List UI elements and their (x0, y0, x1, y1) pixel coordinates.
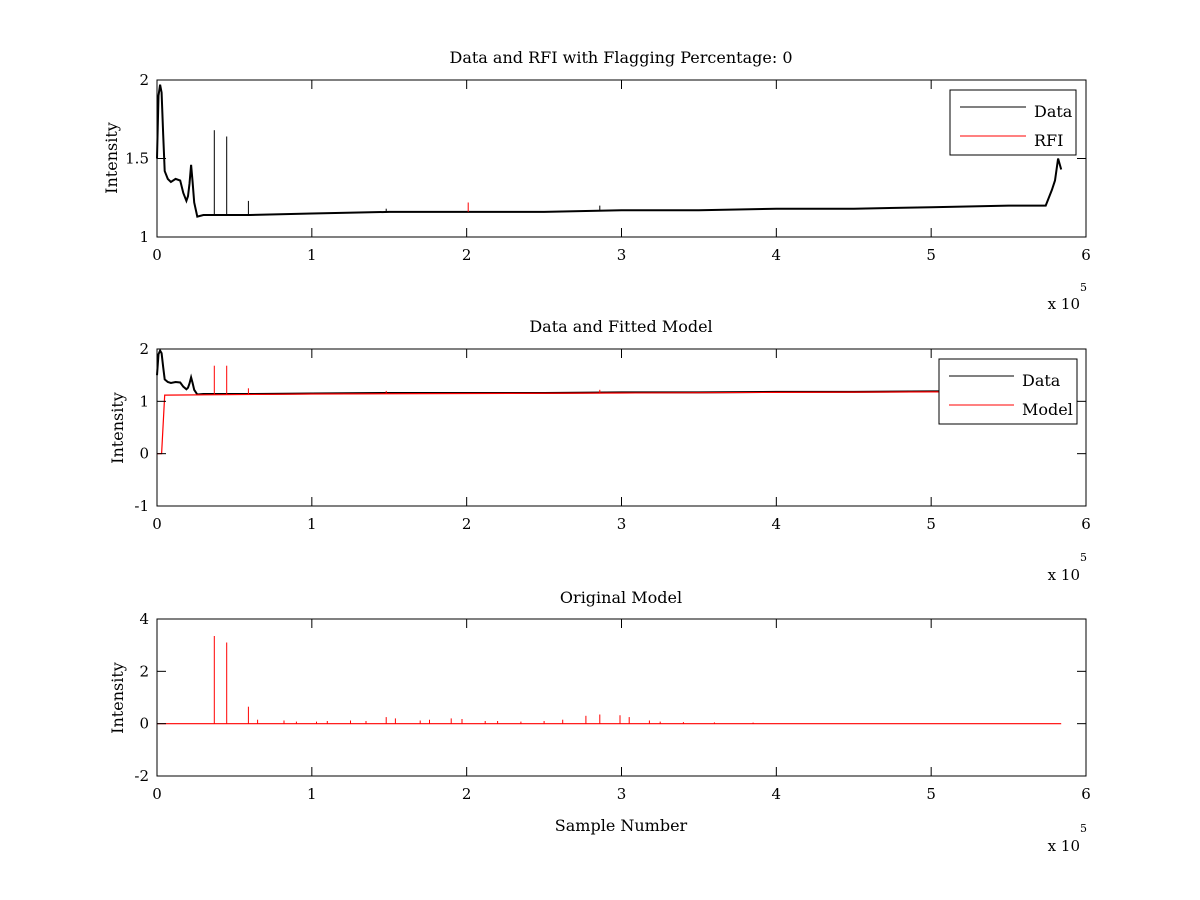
subplot-2-ylabel: Intensity (108, 392, 127, 464)
subplot-3-x-multiplier: x 10 (1048, 837, 1080, 855)
subplot-1-x-multiplier: x 10 (1048, 295, 1080, 313)
legend-data-label: Data (1034, 102, 1073, 121)
x-tick-label: 3 (617, 785, 627, 803)
subplot-2-legend-box (938, 358, 1078, 425)
subplot-1-x-multiplier-exponent: 5 (1080, 281, 1087, 294)
y-tick-label: 0 (139, 715, 149, 733)
x-tick-label: 1 (307, 785, 317, 803)
x-tick-label: 3 (617, 515, 627, 533)
legend-model-label: Model (1022, 400, 1073, 419)
subplot-1-ylabel: Intensity (102, 122, 121, 194)
x-tick-label: 2 (462, 246, 472, 264)
y-tick-label: -1 (134, 497, 149, 515)
y-tick-label: 1 (139, 228, 149, 246)
series-line-data (156, 84, 1063, 218)
x-tick-label: 0 (152, 785, 162, 803)
y-tick-label: 0 (139, 445, 149, 463)
y-tick-label: 2 (139, 71, 149, 89)
subplot-1-legend-box (949, 89, 1077, 156)
series-line-model (157, 390, 1062, 455)
y-tick-label: 1.5 (125, 150, 149, 168)
y-tick-label: 4 (139, 610, 149, 628)
x-tick-label: 1 (307, 246, 317, 264)
x-tick-label: 0 (152, 515, 162, 533)
x-tick-label: 1 (307, 515, 317, 533)
y-tick-label: -2 (134, 767, 149, 785)
subplot-1-legend: Data RFI (949, 89, 1077, 156)
y-tick-label: 1 (139, 392, 149, 410)
x-tick-label: 2 (462, 515, 472, 533)
subplot-2-x-multiplier: x 10 (1048, 566, 1080, 584)
subplot-data-and-rfi: Data and RFI with Flagging Percentage: 0… (102, 48, 1091, 313)
subplot-2-x-multiplier-exponent: 5 (1080, 551, 1087, 564)
subplot-3-xlabel: Sample Number (555, 816, 688, 835)
y-tick-label: 2 (139, 662, 149, 680)
subplot-2-legend: Data Model (938, 358, 1078, 425)
x-tick-label: 4 (772, 515, 782, 533)
subplot-data-and-fitted-model: Data and Fitted Model Intensity x 10 5 0… (108, 317, 1091, 584)
subplot-2-title: Data and Fitted Model (529, 317, 712, 336)
x-tick-label: 6 (1081, 246, 1091, 264)
x-tick-label: 4 (772, 785, 782, 803)
x-tick-label: 5 (926, 785, 936, 803)
x-tick-label: 0 (152, 246, 162, 264)
x-tick-label: 2 (462, 785, 472, 803)
subplot-1-plot-area: 0 1 2 3 4 5 611.52 (125, 71, 1091, 264)
x-tick-label: 3 (617, 246, 627, 264)
legend-rfi-label: RFI (1034, 131, 1063, 150)
x-tick-label: 4 (772, 246, 782, 264)
subplot-original-model: Original Model Intensity Sample Number x… (108, 588, 1091, 855)
subplot-3-x-multiplier-exponent: 5 (1080, 822, 1087, 835)
subplot-3-ylabel: Intensity (108, 662, 127, 734)
subplot-1-title: Data and RFI with Flagging Percentage: 0 (449, 48, 792, 67)
y-tick-label: 2 (139, 340, 149, 358)
x-tick-label: 5 (926, 515, 936, 533)
x-tick-label: 6 (1081, 785, 1091, 803)
x-tick-label: 6 (1081, 515, 1091, 533)
subplot-3-title: Original Model (560, 588, 682, 607)
x-tick-label: 5 (926, 246, 936, 264)
legend-data-label: Data (1022, 371, 1061, 390)
